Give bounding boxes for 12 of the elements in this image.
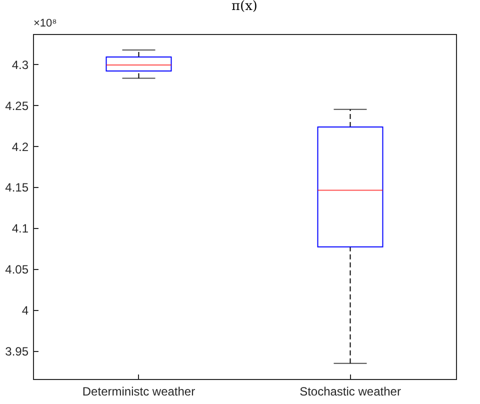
x-tick-label: Stochastic weather [300,384,401,398]
y-tick-label: 3.95 [5,344,29,359]
y-tick-label: 4.05 [5,262,29,277]
chart-title: π(x) [231,0,258,14]
text: ×10⁸ [34,18,57,30]
y-tick-label: 4.15 [5,180,29,195]
y-tick-label: 4.25 [5,98,29,113]
y-tick-label: 4.3 [12,58,29,72]
y-tick-label: 4.2 [12,140,29,154]
y-tick-label: 4.1 [12,222,29,236]
y-tick-label: 4 [22,304,29,318]
x-tick-label: Deterministc weather [82,384,196,398]
